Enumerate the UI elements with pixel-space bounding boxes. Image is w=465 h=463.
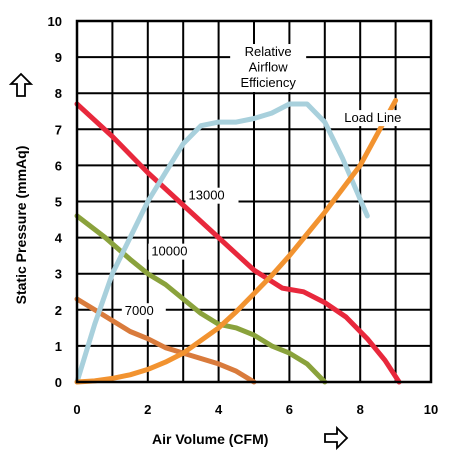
annotation-load-line: Load Line xyxy=(341,110,414,127)
annotation-efficiency: Relative Airflow Efficiency xyxy=(230,44,307,93)
annotation-10000: 10000 xyxy=(148,243,202,260)
annotation-13000: 13000 xyxy=(185,187,239,204)
y-tick-label: 2 xyxy=(55,303,62,318)
plot-border xyxy=(75,19,433,384)
series-line-7000 xyxy=(74,296,257,385)
y-tick-label: 1 xyxy=(55,339,62,354)
load-line-label: Load Line xyxy=(344,110,401,125)
series-line-relative-airflow-efficiency xyxy=(74,101,370,385)
annotation-13000-text: 13000 xyxy=(189,188,225,203)
x-axis-arrow-icon xyxy=(324,425,349,451)
efficiency-label-line1: Relative xyxy=(245,44,292,59)
tick-labels: 0 2 4 6 8 10 0 1 2 3 4 5 6 7 8 9 10 xyxy=(48,14,439,417)
y-axis-arrow-icon xyxy=(8,72,34,97)
annotation-7000: 7000 xyxy=(121,303,166,320)
x-tick-label: 0 xyxy=(73,402,80,417)
series-line-13000 xyxy=(74,101,402,385)
efficiency-label-line2: Airflow xyxy=(249,60,289,75)
y-tick-label: 3 xyxy=(55,267,62,282)
y-tick-label: 8 xyxy=(55,86,62,101)
y-tick-label: 0 xyxy=(55,375,62,390)
x-tick-label: 4 xyxy=(215,402,223,417)
y-tick-label: 5 xyxy=(55,195,62,210)
series-group xyxy=(74,97,402,385)
series-line-load-line xyxy=(74,97,399,385)
x-tick-label: 6 xyxy=(286,402,293,417)
x-tick-label: 8 xyxy=(357,402,364,417)
x-tick-label: 10 xyxy=(424,402,438,417)
efficiency-label-line3: Efficiency xyxy=(240,75,296,90)
annotation-7000-text: 7000 xyxy=(125,303,154,318)
x-axis-title: Air Volume (CFM) xyxy=(152,431,268,447)
y-tick-label: 10 xyxy=(48,14,62,29)
y-axis-title: Static Pressure (mmAq) xyxy=(13,146,29,305)
annotation-10000-text: 10000 xyxy=(151,244,187,259)
series-line-10000 xyxy=(74,213,328,385)
y-tick-label: 4 xyxy=(55,231,63,246)
y-tick-label: 7 xyxy=(55,122,62,137)
x-tick-label: 2 xyxy=(144,402,151,417)
y-tick-label: 9 xyxy=(55,50,62,65)
y-tick-label: 6 xyxy=(55,158,62,173)
